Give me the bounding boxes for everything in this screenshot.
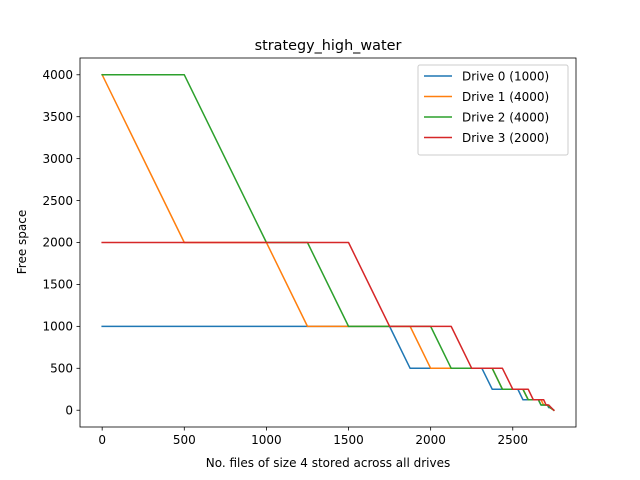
- series-line: [101, 241, 555, 412]
- y-axis-label: Free space: [15, 210, 29, 274]
- y-axis: 0 500 1000 1500 2000 2500 3000 3500 4000: [42, 68, 80, 417]
- y-tick-label: 2000: [42, 236, 73, 250]
- x-tick-label: 1500: [333, 433, 364, 447]
- x-tick-label: 1000: [251, 433, 282, 447]
- y-tick-label: 0: [65, 403, 73, 417]
- x-tick-label: 500: [173, 433, 196, 447]
- x-axis-label: No. files of size 4 stored across all dr…: [206, 456, 451, 470]
- plot-area: [101, 73, 555, 412]
- legend-label: Drive 0 (1000): [462, 69, 549, 83]
- legend-label: Drive 2 (4000): [462, 110, 549, 124]
- legend-label: Drive 1 (4000): [462, 90, 549, 104]
- chart-title: strategy_high_water: [255, 38, 402, 54]
- y-tick-label: 1000: [42, 320, 73, 334]
- y-tick-label: 1500: [42, 278, 73, 292]
- x-tick-label: 2500: [497, 433, 528, 447]
- legend: Drive 0 (1000) Drive 1 (4000) Drive 2 (400…: [417, 64, 569, 156]
- x-axis: 0 500 1000 1500 2000 2500: [98, 427, 528, 447]
- y-tick-label: 2500: [42, 194, 73, 208]
- y-tick-label: 3000: [42, 152, 73, 166]
- legend-box: [417, 64, 569, 156]
- y-tick-label: 3500: [42, 110, 73, 124]
- y-tick-label: 500: [50, 361, 73, 375]
- y-tick-label: 4000: [42, 68, 73, 82]
- x-tick-label: 0: [98, 433, 106, 447]
- legend-label: Drive 3 (2000): [462, 131, 549, 145]
- x-tick-label: 2000: [415, 433, 446, 447]
